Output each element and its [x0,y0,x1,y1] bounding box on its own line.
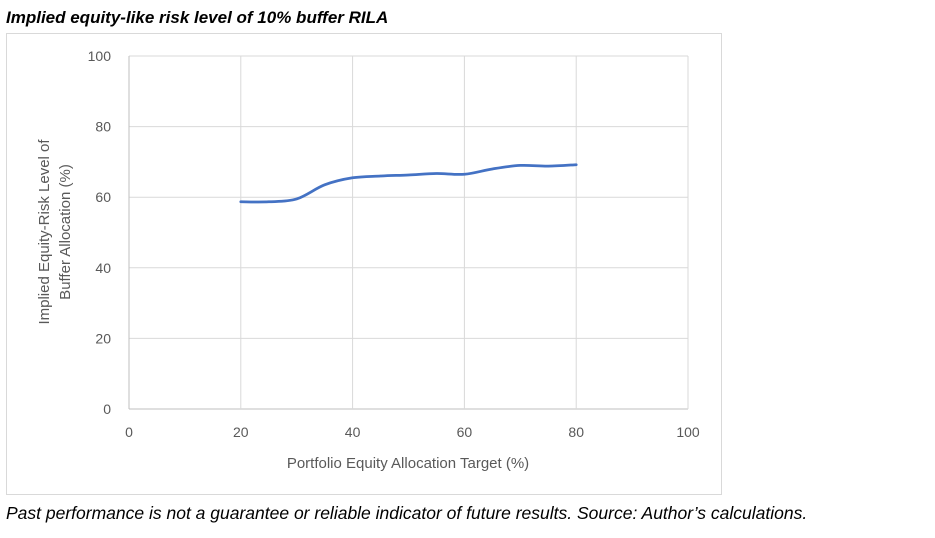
gridlines [128,55,689,410]
y-tick-label: 0 [103,401,111,417]
y-tick-label: 40 [95,260,111,276]
x-tick-label: 40 [345,424,361,440]
y-tick-label: 60 [95,189,111,205]
x-tick-label: 20 [233,424,249,440]
footnote: Past performance is not a guarantee or r… [6,503,808,523]
y-tick-label: 100 [88,48,112,64]
x-tick-label: 80 [568,424,584,440]
chart-title: Implied equity-like risk level of 10% bu… [6,8,389,27]
x-tick-label: 100 [676,424,700,440]
y-axis-label-line-2: Buffer Allocation (%) [57,164,74,300]
chart-frame [6,33,722,495]
y-axis-label-line-1: Implied Equity-Risk Level of [36,139,53,325]
tick-labels: 0 20 40 60 80 100 0 20 40 60 80 100 [88,48,700,440]
x-tick-label: 0 [125,424,133,440]
series-lines [239,163,578,204]
series-line [239,163,578,204]
x-axis-label: Portfolio Equity Allocation Target (%) [287,455,529,472]
x-tick-label: 60 [457,424,473,440]
y-tick-label: 20 [95,330,111,346]
y-tick-label: 80 [95,119,111,135]
